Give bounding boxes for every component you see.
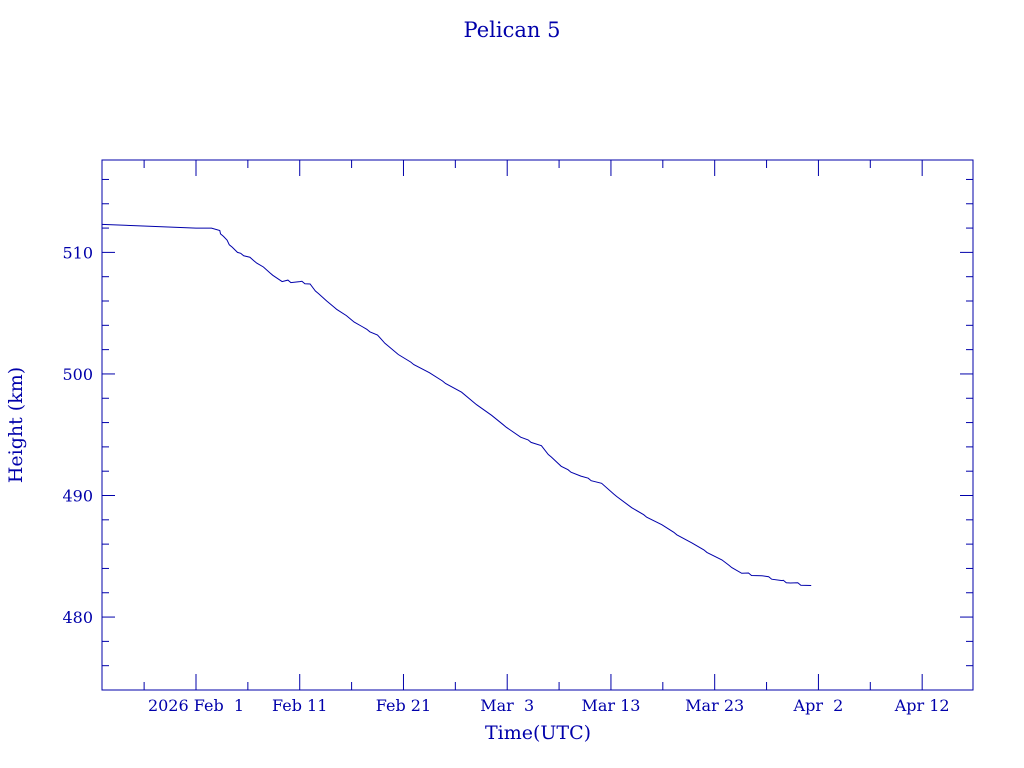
x-tick-label: Apr 12 — [894, 696, 950, 715]
plot-frame — [101, 159, 974, 691]
y-tick-label: 480 — [62, 608, 93, 627]
x-tick-label: 2026 Feb 1 — [148, 696, 244, 715]
y-axis-label: Height (km) — [5, 367, 27, 483]
y-tick-label: 510 — [62, 243, 93, 262]
chart-title: Pelican 5 — [464, 18, 561, 42]
x-axis-label: Time(UTC) — [485, 722, 591, 744]
x-tick-label: Mar 3 — [480, 696, 534, 715]
x-tick-label: Feb 21 — [376, 696, 431, 715]
series-line-pelican-5 — [101, 223, 812, 586]
x-tick-label: Feb 11 — [272, 696, 327, 715]
x-tick-label: Mar 23 — [685, 696, 744, 715]
y-tick-label: 490 — [62, 487, 93, 506]
y-tick-label: 500 — [62, 365, 93, 384]
x-tick-label: Mar 13 — [581, 696, 640, 715]
x-tick-label: Apr 2 — [793, 696, 844, 715]
